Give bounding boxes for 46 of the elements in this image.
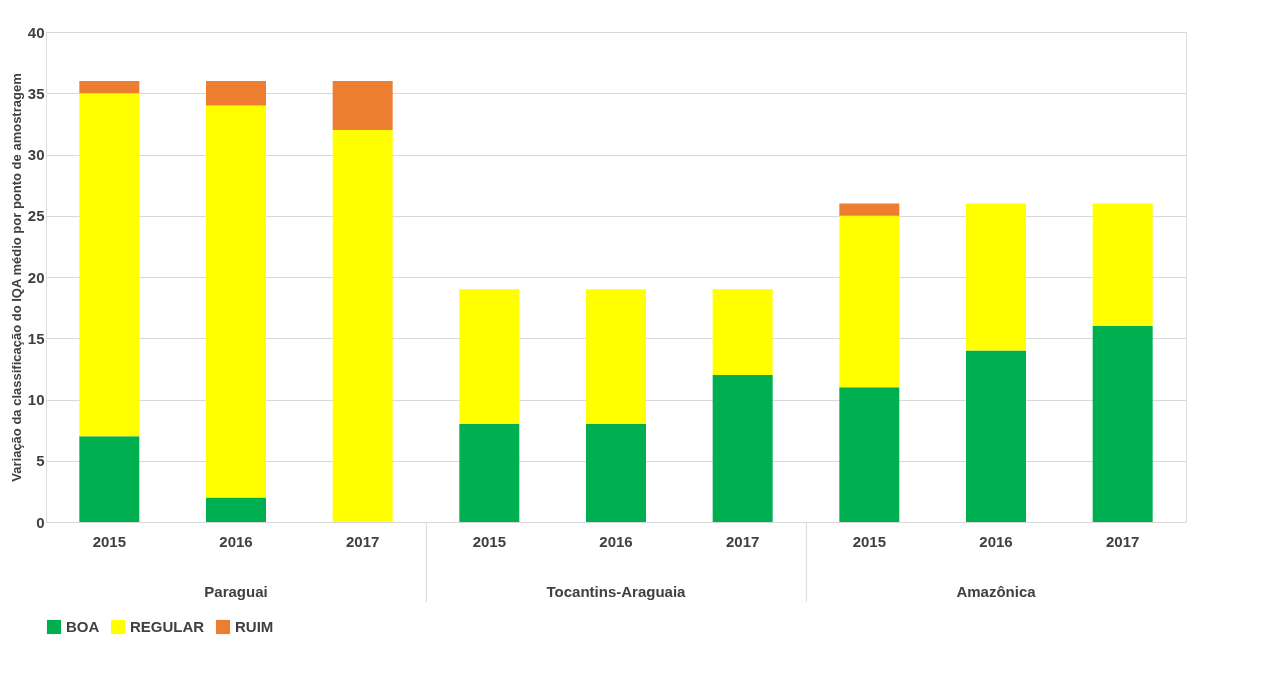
legend-label: RUIM <box>235 618 274 635</box>
text: Tocantins-Araguaia <box>546 583 687 600</box>
bar <box>1092 326 1153 522</box>
y-tick-label: 0 <box>36 513 45 531</box>
y-tick-label: 10 <box>27 391 45 408</box>
x-tick-label: 2015 <box>472 532 507 550</box>
bar <box>839 215 900 388</box>
bar <box>586 424 646 522</box>
bar <box>206 497 266 522</box>
x-tick-label: 2016 <box>599 532 633 550</box>
legend-label: BOA <box>66 618 100 635</box>
bar <box>79 93 140 437</box>
x-tick-label: 2017 <box>345 532 380 550</box>
bar <box>332 81 393 130</box>
bar <box>79 81 140 94</box>
x-tick-label: 2017 <box>725 532 760 550</box>
y-tick-label: 25 <box>27 207 45 225</box>
x-tick-label: 2017 <box>1105 532 1140 550</box>
bar <box>459 289 520 424</box>
y-tick-label: 15 <box>27 329 45 347</box>
y-tick-label: 35 <box>27 84 45 102</box>
text: Paraguai <box>204 583 268 600</box>
bar <box>966 203 1026 351</box>
bar <box>79 436 140 522</box>
bar <box>586 289 646 424</box>
legend-label: REGULAR <box>130 618 205 635</box>
x-tick-label: 2016 <box>979 532 1013 550</box>
y-tick-label: 20 <box>27 268 45 286</box>
bar <box>459 424 520 522</box>
bar <box>1092 203 1153 326</box>
bar <box>332 130 393 522</box>
bar <box>839 203 900 216</box>
x-tick-label: 2016 <box>219 532 253 550</box>
bar <box>839 387 900 522</box>
bar <box>966 350 1026 522</box>
bar <box>712 289 773 375</box>
x-tick-label: 2015 <box>852 532 887 550</box>
y-axis-title: Variação da classificação do IQA médio por ponto de amostragem <box>8 73 24 482</box>
bar <box>712 375 773 522</box>
bar <box>206 81 266 106</box>
bar <box>206 105 266 498</box>
x-tick-label: 2015 <box>92 532 127 550</box>
y-tick-label: 30 <box>27 146 45 163</box>
text: Amazônica <box>956 583 1037 600</box>
y-tick-label: 5 <box>36 452 45 470</box>
y-tick-label: 40 <box>27 23 45 41</box>
